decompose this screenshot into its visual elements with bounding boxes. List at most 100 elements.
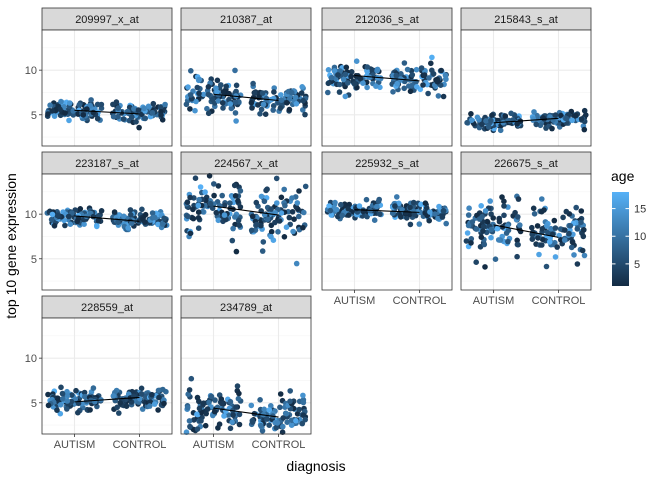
data-point — [327, 207, 334, 214]
data-point — [488, 226, 495, 233]
data-point — [578, 208, 585, 214]
data-point — [530, 205, 537, 212]
data-point — [364, 64, 371, 70]
data-point — [406, 83, 412, 89]
data-point — [200, 208, 206, 215]
data-point — [325, 80, 332, 87]
data-point — [228, 105, 235, 112]
legend-colorbar — [612, 192, 629, 286]
data-point — [187, 194, 193, 201]
data-point — [221, 212, 228, 218]
data-point — [141, 115, 148, 122]
data-point — [374, 66, 381, 73]
data-point — [422, 200, 429, 206]
data-point — [219, 100, 226, 106]
data-point — [348, 69, 355, 75]
data-point — [428, 60, 434, 67]
data-point — [497, 127, 504, 134]
data-point — [186, 418, 193, 424]
data-point — [288, 417, 295, 424]
data-point — [401, 60, 408, 66]
data-point — [434, 79, 441, 85]
data-point — [517, 222, 523, 228]
data-point — [273, 175, 280, 182]
data-point — [45, 391, 51, 398]
x-tick-label: AUTISM — [54, 439, 96, 451]
data-point — [432, 211, 438, 217]
data-point — [488, 234, 494, 241]
legend-tick-label: 15 — [634, 204, 646, 216]
data-point — [94, 223, 100, 230]
data-point — [300, 97, 307, 104]
facet-panel: 212036_s_at — [321, 7, 453, 147]
data-point — [338, 201, 344, 208]
data-point — [364, 213, 370, 220]
data-point — [75, 409, 81, 416]
data-point — [289, 195, 295, 201]
data-point — [215, 217, 222, 224]
data-point — [248, 99, 255, 106]
data-point — [360, 80, 366, 86]
panel-border — [41, 317, 173, 435]
data-point — [186, 387, 193, 393]
data-point — [302, 111, 308, 118]
data-point — [299, 84, 306, 90]
y-tick-label: 5 — [31, 254, 37, 266]
data-point — [505, 227, 512, 234]
data-point — [111, 209, 118, 215]
data-point — [80, 112, 87, 118]
data-point — [335, 213, 341, 220]
data-point — [302, 416, 309, 423]
data-point — [296, 406, 303, 413]
data-point — [263, 187, 269, 194]
data-point — [64, 388, 70, 395]
data-point — [45, 402, 52, 409]
data-point — [420, 82, 426, 88]
data-point — [221, 413, 227, 419]
data-point — [115, 219, 121, 226]
data-point — [83, 213, 90, 220]
data-point — [187, 423, 193, 430]
data-point — [440, 208, 447, 214]
data-point — [568, 244, 575, 251]
data-point — [135, 107, 142, 113]
facet-panel: 224567_x_at — [180, 151, 312, 291]
color-legend: age 5 10 15 — [611, 168, 646, 286]
data-point — [185, 391, 191, 398]
data-point — [482, 264, 488, 270]
data-point — [281, 234, 288, 240]
data-point — [194, 84, 201, 91]
data-point — [534, 223, 541, 229]
data-point — [396, 200, 402, 207]
data-point — [294, 200, 301, 206]
data-point — [45, 111, 51, 117]
data-point — [47, 102, 53, 108]
data-point — [258, 193, 265, 200]
data-point — [271, 89, 277, 95]
data-point — [357, 76, 364, 82]
data-point — [138, 391, 145, 397]
data-point — [121, 213, 127, 220]
trend-line — [493, 117, 559, 124]
data-point — [501, 203, 507, 209]
data-point — [484, 218, 491, 225]
data-point — [138, 385, 145, 392]
data-point — [476, 216, 483, 222]
data-point — [345, 206, 352, 212]
data-point — [280, 415, 287, 421]
data-point — [54, 212, 61, 219]
data-point — [348, 73, 354, 80]
data-point — [569, 117, 575, 124]
data-point — [284, 100, 290, 106]
data-point — [499, 194, 505, 200]
data-point — [116, 410, 122, 416]
panel-border — [321, 173, 453, 291]
panel-border — [180, 173, 312, 291]
data-point — [248, 402, 255, 409]
data-point — [266, 407, 273, 413]
data-point — [218, 400, 225, 407]
data-point — [209, 205, 216, 211]
data-point — [149, 110, 156, 116]
data-point — [353, 58, 360, 64]
data-point — [252, 90, 258, 96]
